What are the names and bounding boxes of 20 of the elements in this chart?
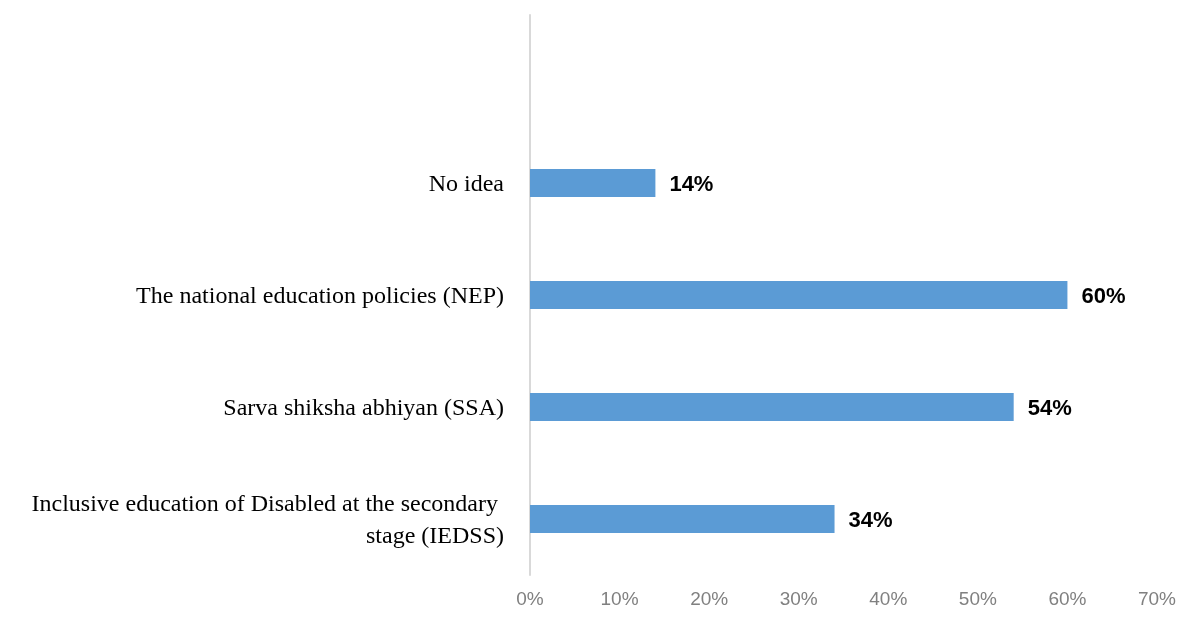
data-label: 14% <box>669 170 714 196</box>
bar <box>530 505 835 533</box>
y-tick-label: Sarva shiksha abhiyan (SSA) <box>223 394 504 420</box>
x-tick-label: 0% <box>516 588 544 609</box>
y-tick-label: Inclusive education of Disabled at the secondary stage (IEDSS) <box>31 490 504 548</box>
x-tick-label: 10% <box>600 588 639 609</box>
bar <box>530 169 656 197</box>
x-tick-label: 40% <box>869 588 908 609</box>
x-tick-label: 50% <box>958 588 997 609</box>
x-tick-label: 60% <box>1048 588 1087 609</box>
data-label: 60% <box>1081 282 1126 308</box>
bar <box>530 393 1014 421</box>
x-tick-label: 30% <box>779 588 818 609</box>
x-tick-label: 70% <box>1137 588 1177 609</box>
y-tick-label: The national education policies (NEP) <box>136 282 504 308</box>
bar <box>530 281 1068 309</box>
data-label: 54% <box>1027 394 1072 420</box>
data-label: 34% <box>848 506 893 532</box>
y-tick-label: No idea <box>428 170 505 196</box>
x-tick-label: 20% <box>690 588 729 609</box>
